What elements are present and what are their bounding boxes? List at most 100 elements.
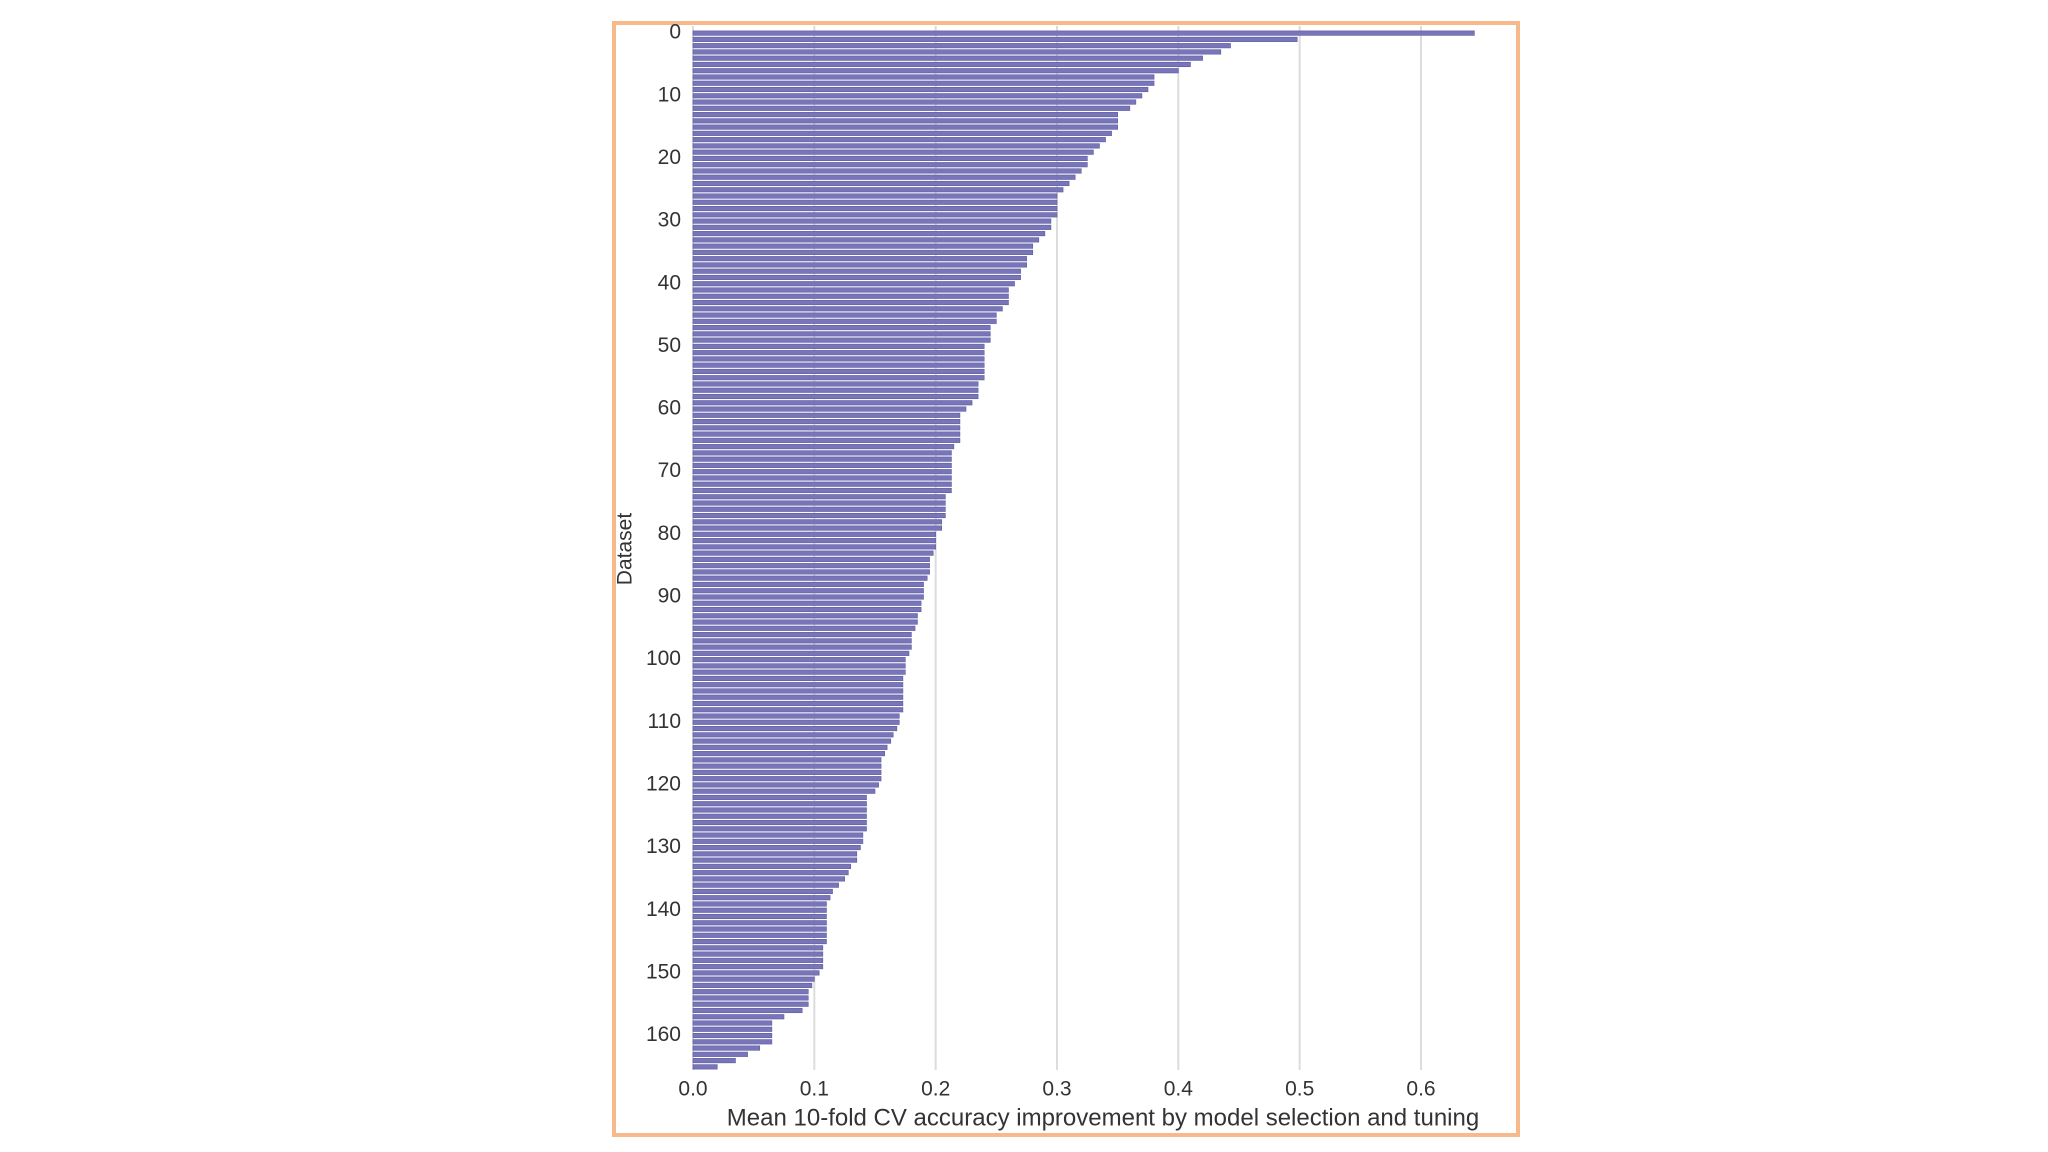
bar bbox=[692, 657, 906, 663]
y-axis-label: Dataset bbox=[614, 513, 637, 586]
bar bbox=[692, 851, 858, 857]
bar bbox=[692, 456, 952, 462]
bar bbox=[692, 149, 1094, 155]
bar bbox=[692, 218, 1052, 224]
bar bbox=[692, 112, 1118, 118]
bar bbox=[692, 876, 845, 882]
y-tick-label: 150 bbox=[646, 960, 681, 983]
bar bbox=[692, 863, 852, 869]
bar bbox=[692, 381, 979, 387]
bar bbox=[692, 663, 906, 669]
bar bbox=[692, 575, 928, 581]
bar bbox=[692, 525, 943, 531]
bar bbox=[692, 193, 1058, 199]
bar bbox=[692, 99, 1137, 105]
y-tick-label: 130 bbox=[646, 835, 681, 858]
bar bbox=[692, 325, 991, 331]
bar bbox=[692, 619, 918, 625]
bar bbox=[692, 487, 952, 494]
bar bbox=[692, 500, 946, 506]
bar bbox=[692, 838, 864, 844]
bar bbox=[692, 970, 820, 976]
x-tick-label: 0.5 bbox=[1285, 1078, 1314, 1101]
bar bbox=[692, 481, 952, 487]
bar bbox=[692, 945, 824, 951]
bar bbox=[692, 249, 1034, 255]
bar bbox=[692, 205, 1058, 212]
bar bbox=[692, 650, 910, 656]
bar bbox=[692, 469, 952, 475]
bar bbox=[692, 49, 1222, 55]
bar bbox=[692, 920, 827, 926]
bar bbox=[692, 444, 955, 450]
bar bbox=[692, 544, 936, 550]
bar bbox=[692, 1064, 718, 1070]
bar bbox=[692, 124, 1118, 130]
bar bbox=[692, 531, 936, 537]
y-tick-label: 20 bbox=[658, 146, 681, 169]
bar bbox=[692, 256, 1027, 262]
bar bbox=[692, 93, 1143, 99]
bar bbox=[692, 857, 858, 863]
bar bbox=[692, 387, 979, 393]
x-tick-label: 0.2 bbox=[921, 1078, 950, 1101]
bar bbox=[692, 763, 882, 769]
bar bbox=[692, 494, 946, 500]
bar bbox=[692, 888, 833, 895]
bar bbox=[692, 964, 824, 970]
bar bbox=[692, 776, 882, 782]
bar bbox=[692, 306, 1003, 312]
bar bbox=[692, 744, 888, 750]
bar bbox=[692, 86, 1149, 93]
bar bbox=[692, 550, 934, 556]
bar bbox=[692, 137, 1106, 143]
y-tick-label: 160 bbox=[646, 1023, 681, 1046]
x-tick-label: 0.6 bbox=[1406, 1078, 1435, 1101]
bar bbox=[692, 350, 985, 356]
bar bbox=[692, 375, 985, 381]
bar bbox=[692, 155, 1088, 161]
bar bbox=[692, 68, 1179, 74]
bar bbox=[692, 224, 1052, 230]
y-tick-label: 110 bbox=[648, 710, 681, 733]
bar bbox=[692, 130, 1112, 136]
frame bbox=[612, 21, 1520, 1137]
y-tick-label: 90 bbox=[658, 585, 681, 608]
bar bbox=[692, 268, 1021, 274]
bar bbox=[692, 425, 961, 431]
bar bbox=[692, 669, 906, 675]
bar bbox=[692, 725, 898, 732]
bar bbox=[692, 143, 1100, 149]
bar bbox=[692, 707, 904, 713]
bar bbox=[692, 606, 922, 613]
bar bbox=[692, 1039, 773, 1045]
bar bbox=[692, 801, 867, 807]
bar bbox=[692, 807, 867, 813]
bar bbox=[692, 832, 864, 838]
bar bbox=[692, 588, 924, 594]
y-tick-label: 0 bbox=[669, 21, 681, 44]
bar bbox=[692, 393, 979, 400]
x-tick-label: 0.0 bbox=[678, 1078, 707, 1101]
bar bbox=[692, 732, 894, 738]
bar bbox=[692, 61, 1191, 68]
bar bbox=[692, 450, 952, 456]
bar bbox=[692, 199, 1058, 205]
bar bbox=[692, 895, 831, 901]
bar bbox=[692, 638, 912, 644]
bar bbox=[692, 74, 1155, 80]
bar bbox=[692, 926, 827, 932]
y-tick-label: 50 bbox=[658, 334, 681, 357]
bar bbox=[692, 682, 904, 688]
x-tick-label: 0.4 bbox=[1164, 1078, 1194, 1101]
bar bbox=[692, 1026, 773, 1032]
bar bbox=[692, 180, 1070, 187]
bar bbox=[692, 36, 1298, 42]
y-tick-label: 70 bbox=[658, 459, 681, 482]
bar bbox=[692, 644, 912, 650]
bar bbox=[692, 913, 827, 920]
bar bbox=[692, 368, 985, 375]
bar bbox=[692, 751, 886, 757]
bar bbox=[692, 55, 1203, 61]
